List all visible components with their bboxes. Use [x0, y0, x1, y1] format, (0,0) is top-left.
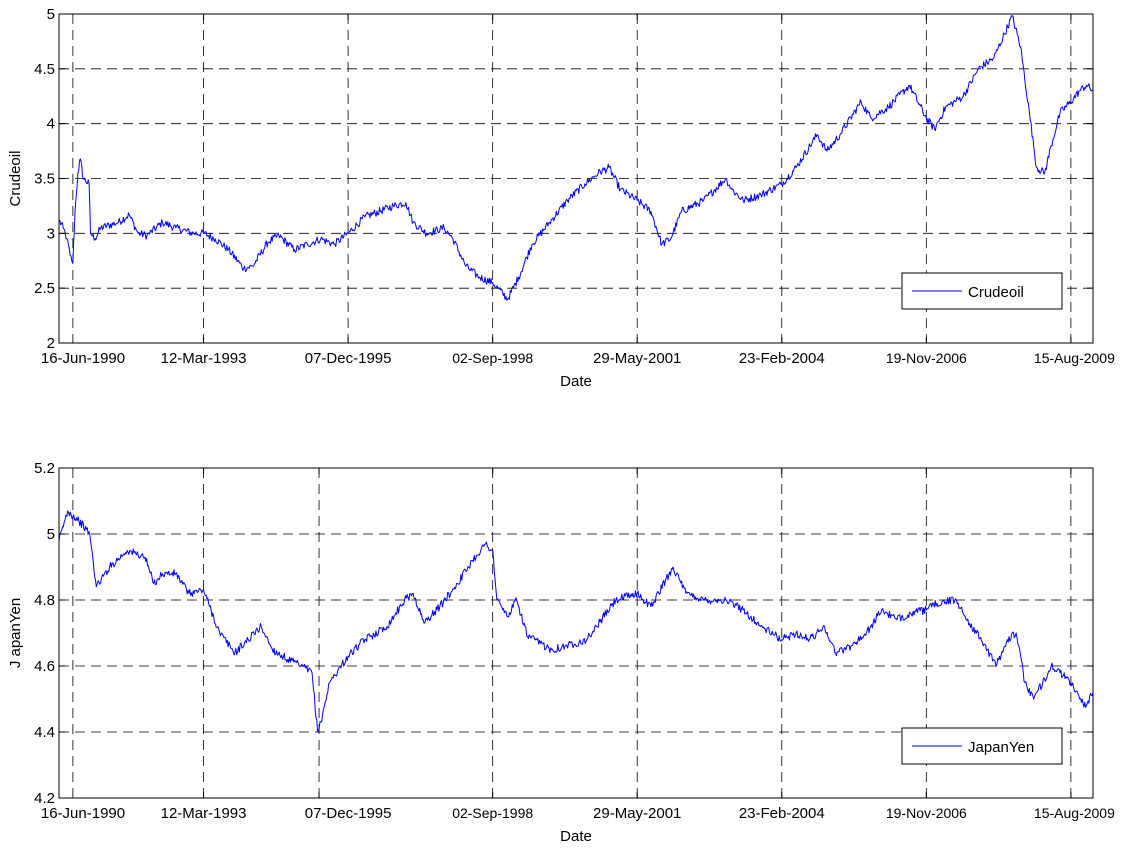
crudeoil-legend-label: Crudeoil	[968, 284, 1024, 301]
crudeoil-series	[58, 15, 1094, 301]
japanyen-y-tick-label: 4.8	[34, 592, 55, 609]
crudeoil-x-tick-label: 02-Sep-1998	[452, 350, 533, 366]
crudeoil-x-axis-label: Date	[560, 373, 592, 390]
japanyen-axes-frame	[58, 467, 1094, 799]
japanyen-y-tick-label: 5.2	[34, 460, 55, 477]
crudeoil-x-tick-label: 29-May-2001	[593, 350, 681, 367]
japanyen-y-tick-label: 4.4	[34, 724, 55, 741]
crudeoil-legend: Crudeoil	[901, 272, 1063, 310]
crudeoil-x-ticks: 16-Jun-1990 12-Mar-1993 07-Dec-1995 02-Sep-…	[41, 14, 1115, 367]
japanyen-x-tick-label: 16-Jun-1990	[41, 805, 125, 822]
japanyen-series-line	[58, 510, 1094, 733]
crudeoil-y-tick-label: 4.5	[34, 61, 55, 78]
crudeoil-y-ticks: 2 2.5 3 3.5 4 4.5 5	[34, 6, 1093, 352]
japanyen-series	[58, 510, 1094, 733]
crudeoil-y-tick-label: 3.5	[34, 171, 55, 188]
crudeoil-chart: 2 2.5 3 3.5 4 4.5 5 16-Jun-1990 12-Mar-1993 07-D…	[7, 6, 1115, 390]
japanyen-legend: JapanYen	[901, 727, 1063, 765]
japanyen-x-axis-label: Date	[560, 828, 592, 845]
japanyen-x-tick-label: 23-Feb-2004	[739, 805, 825, 822]
japanyen-x-tick-label: 12-Mar-1993	[161, 805, 247, 822]
japanyen-x-tick-label: 02-Sep-1998	[452, 805, 533, 821]
crudeoil-y-axis-label: Crudeoil	[7, 151, 24, 207]
crudeoil-y-tick-label: 2.5	[34, 280, 55, 297]
crudeoil-x-tick-label: 19-Nov-2006	[886, 350, 967, 366]
japanyen-legend-label: JapanYen	[968, 739, 1034, 756]
japanyen-x-tick-label: 15-Aug-2009	[1034, 805, 1115, 821]
crudeoil-y-tick-label: 3	[47, 225, 55, 242]
crudeoil-x-tick-label: 16-Jun-1990	[41, 350, 125, 367]
crudeoil-y-tick-label: 4	[47, 116, 55, 133]
japanyen-y-tick-label: 4.2	[34, 790, 55, 807]
japanyen-x-tick-label: 07-Dec-1995	[305, 805, 392, 822]
crudeoil-x-tick-label: 12-Mar-1993	[161, 350, 247, 367]
crudeoil-grid	[59, 14, 1093, 343]
japanyen-x-ticks: 16-Jun-1990 12-Mar-1993 07-Dec-1995 02-Sep-…	[41, 468, 1115, 822]
japanyen-x-tick-label: 19-Nov-2006	[886, 805, 967, 821]
crudeoil-series-line	[58, 15, 1094, 301]
japanyen-y-tick-label: 4.6	[34, 658, 55, 675]
japanyen-y-tick-label: 5	[47, 526, 55, 543]
japanyen-chart: 4.2 4.4 4.6 4.8 5 5.2 16-Jun-1990 12-Mar-1993 0…	[7, 460, 1115, 845]
japanyen-y-ticks: 4.2 4.4 4.6 4.8 5 5.2	[34, 460, 1093, 807]
japanyen-y-axis-label: J apanYen	[7, 598, 24, 668]
crudeoil-y-tick-label: 2	[47, 335, 55, 352]
crudeoil-x-tick-label: 15-Aug-2009	[1034, 350, 1115, 366]
crudeoil-x-tick-label: 07-Dec-1995	[305, 350, 392, 367]
japanyen-x-tick-label: 29-May-2001	[593, 805, 681, 822]
crudeoil-y-tick-label: 5	[47, 6, 55, 23]
crudeoil-x-tick-label: 23-Feb-2004	[739, 350, 825, 367]
